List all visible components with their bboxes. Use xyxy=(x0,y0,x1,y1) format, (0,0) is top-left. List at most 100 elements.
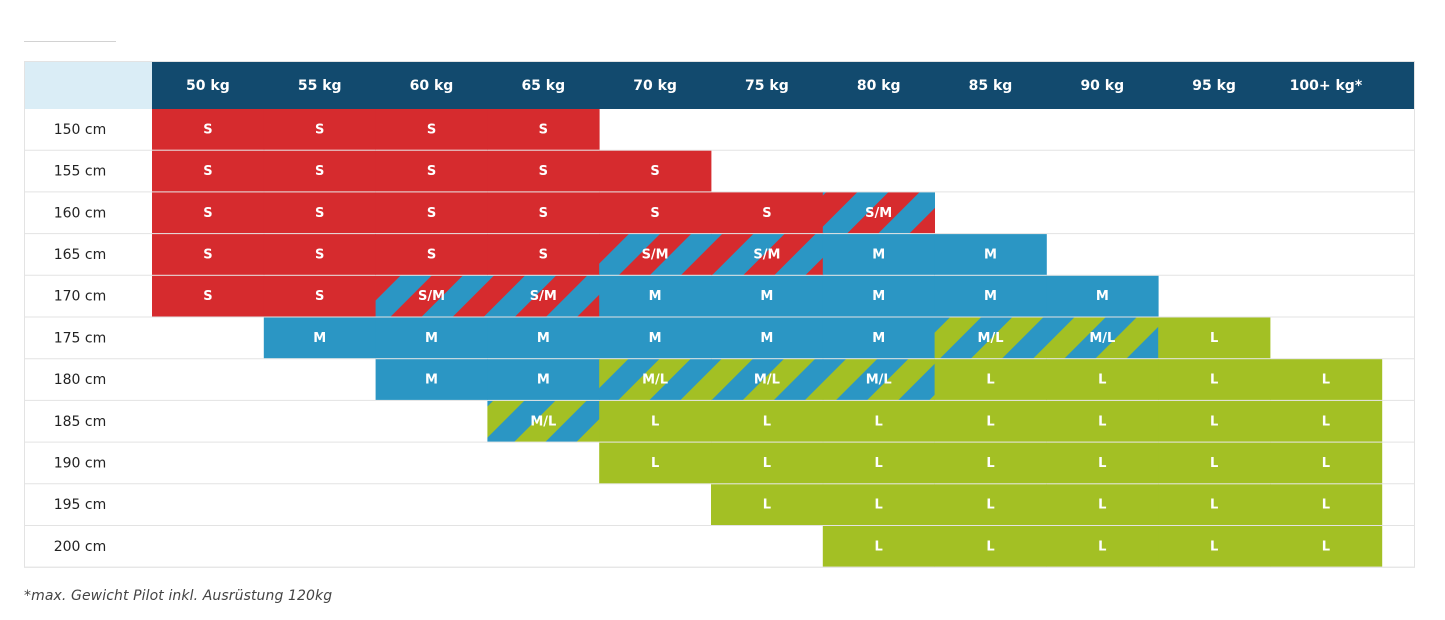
size-cell-label: L xyxy=(1098,456,1106,471)
size-cell-label: L xyxy=(1322,373,1330,388)
size-cell xyxy=(487,359,600,400)
size-cell xyxy=(152,109,265,150)
size-cell xyxy=(599,192,712,234)
column-header-6: 75 kg xyxy=(745,78,789,94)
size-cell xyxy=(1046,400,1159,442)
size-cell xyxy=(934,484,1047,525)
size-cell-label: S xyxy=(539,206,548,221)
size-cell xyxy=(487,275,600,317)
size-cell-label: M xyxy=(872,247,885,262)
size-cell-label: L xyxy=(1210,539,1218,554)
size-chart: 50 kg 55 kg 60 kg 65 kg 70 kg 75 kg 80 kg 85 kg… xyxy=(24,61,1415,568)
table-header xyxy=(152,61,1415,109)
size-cell-label: S xyxy=(427,206,436,221)
size-cell-label: M xyxy=(537,331,550,346)
size-cell-label: S xyxy=(762,206,771,221)
size-cell xyxy=(599,442,712,484)
size-cell xyxy=(711,442,824,484)
size-cell xyxy=(1158,317,1271,359)
size-cell-label: S xyxy=(315,164,324,179)
size-cell-label: L xyxy=(986,414,994,429)
size-cell-label: M/L xyxy=(754,373,780,388)
size-cell xyxy=(1270,526,1383,567)
size-cell xyxy=(375,192,488,234)
size-cell-label: S xyxy=(427,164,436,179)
size-cell-label: L xyxy=(763,498,771,513)
row-label-2: 155 cm xyxy=(54,164,107,180)
size-cell-label: M/L xyxy=(1089,331,1115,346)
size-cell-label: S xyxy=(427,122,436,137)
size-cell xyxy=(1046,359,1159,400)
size-cell xyxy=(1046,484,1159,525)
size-cell xyxy=(1046,526,1159,567)
size-cell xyxy=(822,400,935,442)
size-cell-label: L xyxy=(1210,331,1218,346)
row-label-8: 185 cm xyxy=(54,414,107,430)
column-header-3: 60 kg xyxy=(410,78,454,94)
column-header-9: 90 kg xyxy=(1080,78,1124,94)
size-cell-label: L xyxy=(986,456,994,471)
size-cell-label: L xyxy=(1098,498,1106,513)
size-cell xyxy=(934,317,1047,359)
size-cell-label: M xyxy=(649,289,662,304)
size-cell-label: L xyxy=(875,456,883,471)
column-header-5: 70 kg xyxy=(633,78,677,94)
size-cell xyxy=(711,317,824,359)
row-label-7: 180 cm xyxy=(54,372,107,388)
size-cell-label: M xyxy=(984,289,997,304)
row-label-4: 165 cm xyxy=(54,247,107,263)
size-cell xyxy=(487,400,600,442)
size-cell xyxy=(487,150,600,192)
size-cell-label: L xyxy=(1210,498,1218,513)
column-header-10: 95 kg xyxy=(1192,78,1236,94)
table-border xyxy=(24,61,1415,568)
size-cell-label: M xyxy=(760,289,773,304)
size-cell xyxy=(152,234,265,275)
column-header-11: 100+ kg* xyxy=(1290,78,1363,94)
size-cell xyxy=(152,192,265,234)
size-cell-label: M xyxy=(872,331,885,346)
size-cell xyxy=(375,150,488,192)
size-cell xyxy=(375,359,488,400)
size-cell xyxy=(1158,400,1271,442)
size-cell xyxy=(263,150,376,192)
size-cell-label: L xyxy=(986,539,994,554)
size-cell xyxy=(711,234,824,275)
size-cell xyxy=(822,359,935,400)
size-cell xyxy=(711,400,824,442)
size-cell-label: L xyxy=(1098,373,1106,388)
size-cell xyxy=(822,234,935,275)
size-cell xyxy=(599,150,712,192)
row-label-6: 175 cm xyxy=(54,330,107,346)
size-cell-label: M xyxy=(1096,289,1109,304)
size-cell-label: S xyxy=(315,206,324,221)
size-cell xyxy=(711,192,824,234)
size-cell xyxy=(711,359,824,400)
size-cell-label: L xyxy=(651,414,659,429)
size-cell-label: L xyxy=(875,498,883,513)
size-cell-label: L xyxy=(1322,539,1330,554)
size-cell xyxy=(934,359,1047,400)
size-cell-label: L xyxy=(763,414,771,429)
size-cell xyxy=(1270,484,1383,525)
size-cell xyxy=(711,275,824,317)
size-cell-label: L xyxy=(1098,539,1106,554)
size-cell-label: L xyxy=(875,539,883,554)
size-cell xyxy=(152,150,265,192)
size-cell-label: M xyxy=(425,373,438,388)
top-divider xyxy=(24,41,116,42)
size-cell-label: M xyxy=(649,331,662,346)
size-cell xyxy=(487,109,600,150)
size-cell-label: S xyxy=(203,122,212,137)
size-cell-label: M xyxy=(872,289,885,304)
size-cell xyxy=(152,275,265,317)
size-cell xyxy=(487,317,600,359)
size-cell xyxy=(934,400,1047,442)
size-cell xyxy=(1046,442,1159,484)
size-cell-label: S xyxy=(315,122,324,137)
size-cell-label: M xyxy=(760,331,773,346)
row-label-9: 190 cm xyxy=(54,455,107,471)
size-cell-label: L xyxy=(651,456,659,471)
size-cell xyxy=(1158,484,1271,525)
size-cell-label: S/M xyxy=(753,247,780,262)
